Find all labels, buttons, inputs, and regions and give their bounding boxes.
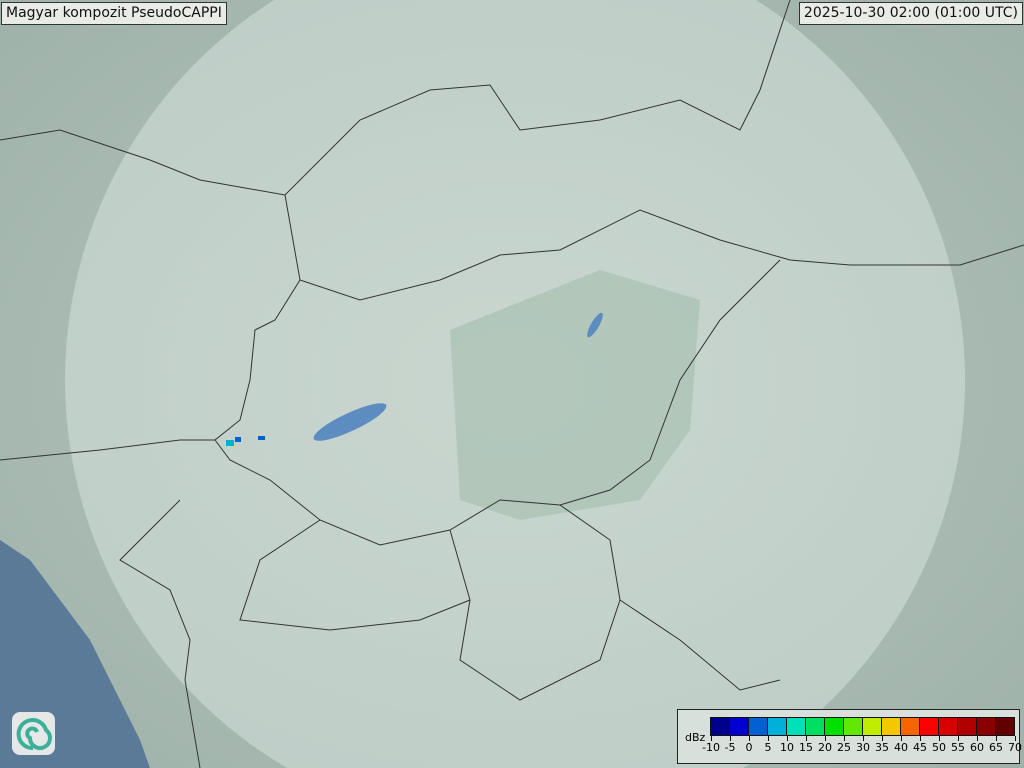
lake-balaton — [313, 403, 387, 441]
legend-tick-label: 20 — [818, 741, 832, 754]
legend-swatch — [749, 718, 768, 735]
legend-swatch — [825, 718, 844, 735]
legend-swatch — [996, 718, 1014, 735]
map-title: Magyar kompozit PseudoCAPPI — [1, 2, 227, 25]
legend-tick-label: 50 — [932, 741, 946, 754]
legend-tick-mark — [958, 736, 959, 741]
legend-tick-mark — [863, 736, 864, 741]
legend-tick-label: 65 — [989, 741, 1003, 754]
legend-tick-mark — [939, 736, 940, 741]
adriatic-sea — [0, 540, 150, 768]
legend-tick-mark — [768, 736, 769, 741]
legend-tick-mark — [825, 736, 826, 741]
legend-tick-mark — [730, 736, 731, 741]
legend-tick-label: 45 — [913, 741, 927, 754]
legend-tick-mark — [787, 736, 788, 741]
legend-tick-label: 5 — [764, 741, 772, 754]
legend-tick-label: -5 — [724, 741, 736, 754]
legend-tick-label: 35 — [875, 741, 889, 754]
legend-swatch — [844, 718, 863, 735]
legend-tick-mark — [996, 736, 997, 741]
legend-tick-label: 70 — [1008, 741, 1022, 754]
legend-tick-mark — [882, 736, 883, 741]
legend-tick-label: 0 — [745, 741, 753, 754]
legend-tick-label: 25 — [837, 741, 851, 754]
legend-tick-mark — [711, 736, 712, 741]
legend-tick-label: -10 — [702, 741, 720, 754]
legend-swatch — [939, 718, 958, 735]
legend-swatch — [901, 718, 920, 735]
legend-ticks: -10 -5 0 5 10 15 20 25 30 35 40 45 50 55 60 65 70 — [678, 710, 1022, 763]
legend-tick-mark — [920, 736, 921, 741]
radar-echo — [226, 436, 265, 446]
legend-swatch — [863, 718, 882, 735]
legend-tick-mark — [1015, 736, 1016, 741]
legend-swatch — [768, 718, 787, 735]
legend-tick-label: 30 — [856, 741, 870, 754]
legend-tick-mark — [844, 736, 845, 741]
legend-swatch — [711, 718, 730, 735]
legend-tick-label: 10 — [780, 741, 794, 754]
legend-swatch — [958, 718, 977, 735]
legend-swatch — [806, 718, 825, 735]
legend-tick-mark — [977, 736, 978, 741]
legend-tick-mark — [806, 736, 807, 741]
legend-tick-label: 60 — [970, 741, 984, 754]
legend-swatch — [977, 718, 996, 735]
legend-color-bar — [710, 717, 1015, 736]
legend-unit: dBz — [685, 731, 706, 744]
dbz-legend: dBz -10 -5 0 5 10 15 20 25 30 35 40 45 50 55 60 65 70 — [677, 709, 1022, 764]
legend-swatch — [730, 718, 749, 735]
legend-swatch — [882, 718, 901, 735]
legend-tick-mark — [901, 736, 902, 741]
swirl-logo-icon[interactable] — [12, 712, 55, 755]
plain-area — [450, 270, 700, 520]
timestamp: 2025-10-30 02:00 (01:00 UTC) — [798, 2, 1023, 25]
legend-tick-label: 55 — [951, 741, 965, 754]
lake — [587, 312, 603, 338]
legend-tick-label: 15 — [799, 741, 813, 754]
legend-tick-label: 40 — [894, 741, 908, 754]
legend-tick-mark — [749, 736, 750, 741]
legend-swatch — [920, 718, 939, 735]
legend-swatch — [787, 718, 806, 735]
